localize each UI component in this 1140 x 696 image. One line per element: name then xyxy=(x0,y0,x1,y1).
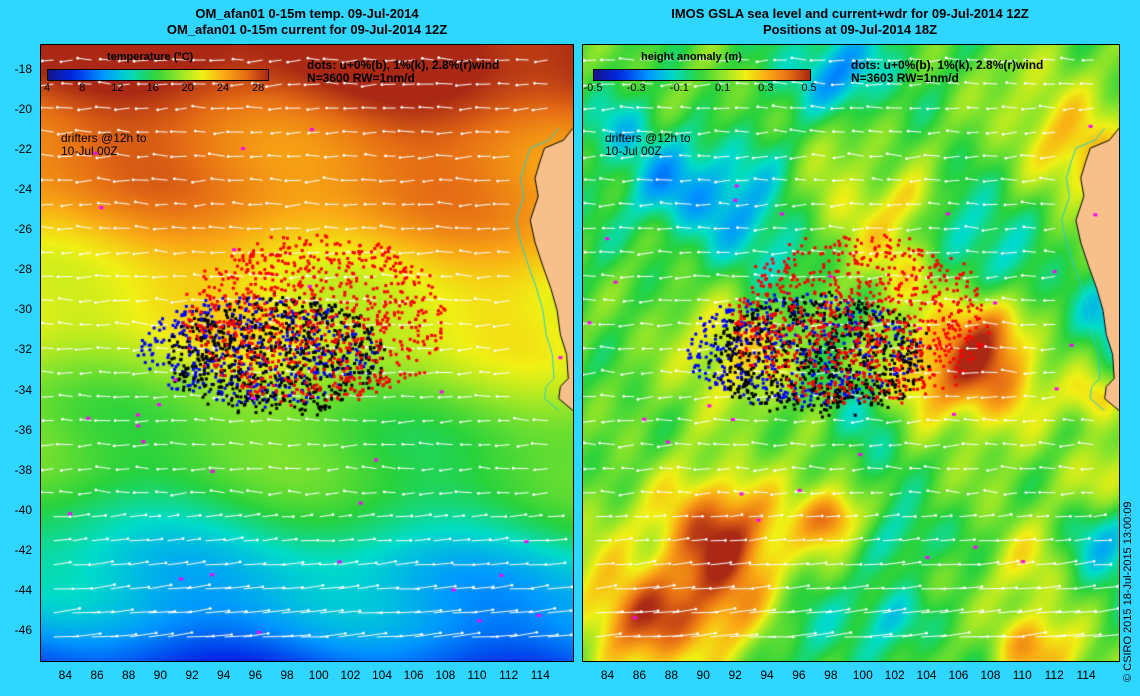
longitude-tick-label: 86 xyxy=(632,668,647,682)
colorbar-tick-label: -0.1 xyxy=(669,82,689,94)
longitude-tick-label: 104 xyxy=(916,668,937,682)
latitude-tick-label: -36 xyxy=(14,422,32,437)
colorbar-tick-label: 28 xyxy=(252,82,265,94)
latitude-tick-label: -24 xyxy=(14,182,32,197)
colorbar-tick-label: 20 xyxy=(181,82,194,94)
latitude-tick-label: -46 xyxy=(14,622,32,637)
left-colorbar xyxy=(47,69,269,81)
left-title: OM_afan01 0-15m temp. 09-Jul-2014 OM_afa… xyxy=(40,6,574,38)
longitude-tick-label: 112 xyxy=(499,668,519,682)
longitude-tick-label: 108 xyxy=(435,668,456,682)
right-dots-note: dots: u+0%(b), 1%(k), 2.8%(r)wind xyxy=(851,58,1044,72)
left-drifters-note-2: 10-Jul 00Z xyxy=(61,144,118,158)
latitude-tick-label: -28 xyxy=(14,262,32,277)
longitude-tick-label: 102 xyxy=(340,668,361,682)
latitude-tick-label: -32 xyxy=(14,342,32,357)
longitude-tick-label: 100 xyxy=(308,668,329,682)
left-temperature-field xyxy=(41,45,573,661)
longitude-tick-label: 96 xyxy=(792,668,806,682)
left-title-line1: OM_afan01 0-15m temp. 09-Jul-2014 xyxy=(195,6,419,21)
latitude-tick-label: -22 xyxy=(14,142,32,157)
longitude-tick-label: 104 xyxy=(371,668,393,682)
colorbar-tick-label: 24 xyxy=(216,82,230,94)
longitude-tick-label: 98 xyxy=(824,668,838,682)
latitude-tick-label: -18 xyxy=(14,62,32,77)
longitude-tick-label: 92 xyxy=(728,668,742,682)
left-title-line2: OM_afan01 0-15m current for 09-Jul-2014 … xyxy=(166,22,448,37)
left-drifters-note-1: drifters @12h to xyxy=(61,131,147,145)
longitude-tick-label: 84 xyxy=(58,668,72,682)
latitude-tick-label: -40 xyxy=(14,502,32,517)
latitude-tick-label: -26 xyxy=(14,222,32,237)
longitude-tick-label: 106 xyxy=(403,668,424,682)
right-drifters-note-1: drifters @12h to xyxy=(605,131,691,145)
latitude-tick-label: -20 xyxy=(14,102,32,117)
longitude-tick-label: 94 xyxy=(216,668,231,682)
right-stats: N=3603 RW=1nm/d xyxy=(851,71,959,85)
longitude-tick-label: 114 xyxy=(1076,668,1096,682)
left-colorbar-title: temperature (°C) xyxy=(107,51,194,63)
colorbar-tick-label: 0.5 xyxy=(801,82,817,94)
longitude-tick-label: 88 xyxy=(664,668,678,682)
longitude-tick-label: 110 xyxy=(467,668,487,682)
longitude-tick-label: 106 xyxy=(948,668,969,682)
right-title-line2: Positions at 09-Jul-2014 18Z xyxy=(762,22,938,37)
longitude-tick-label: 90 xyxy=(153,668,167,682)
colorbar-tick-label: 0.1 xyxy=(714,82,731,94)
longitude-tick-label: 88 xyxy=(121,668,136,682)
colorbar-tick-label: 8 xyxy=(79,82,86,94)
right-sea-level-field xyxy=(583,45,1119,661)
left-stats: N=3600 RW=1nm/d xyxy=(307,71,415,85)
colorbar-tick-label: 4 xyxy=(43,82,51,94)
copyright-credit: © CSIRO 2015 18-Jul-2015 13:00:09 xyxy=(1122,501,1134,682)
longitude-tick-label: 112 xyxy=(1044,668,1064,682)
colorbar-tick-label: -0.5 xyxy=(583,82,603,94)
longitude-tick-label: 110 xyxy=(1012,668,1032,682)
left-dots-note: dots: u+0%(b), 1%(k), 2.8%(r)wind xyxy=(307,58,500,72)
colorbar-tick-label: 16 xyxy=(146,82,159,94)
longitude-tick-label: 90 xyxy=(696,668,710,682)
right-map-panel: height anomaly (m) dots: u+0%(b), 1%(k),… xyxy=(582,44,1120,662)
latitude-tick-label: -30 xyxy=(14,302,32,317)
latitude-tick-label: -44 xyxy=(14,582,32,597)
longitude-tick-label: 92 xyxy=(185,668,199,682)
right-title-line1: IMOS GSLA sea level and current+wdr for … xyxy=(671,6,1029,21)
right-drifters-note-2: 10-Jul 00Z xyxy=(605,144,662,158)
colorbar-tick-label: 0.3 xyxy=(758,82,774,94)
longitude-tick-label: 114 xyxy=(530,668,550,682)
right-colorbar-title: height anomaly (m) xyxy=(641,51,742,63)
latitude-tick-label: -38 xyxy=(14,462,32,477)
longitude-tick-label: 84 xyxy=(600,668,615,682)
colorbar-tick-label: -0.3 xyxy=(626,82,646,94)
longitude-tick-label: 102 xyxy=(884,668,905,682)
longitude-tick-label: 86 xyxy=(90,668,104,682)
left-map-panel: temperature (°C) dots: u+0%(b), 1%(k), 2… xyxy=(40,44,574,662)
longitude-tick-label: 94 xyxy=(760,668,774,682)
longitude-tick-label: 100 xyxy=(852,668,873,682)
latitude-tick-label: -34 xyxy=(14,382,32,397)
colorbar-tick-label: 12 xyxy=(111,82,124,94)
longitude-tick-label: 108 xyxy=(980,668,1001,682)
longitude-tick-label: 96 xyxy=(248,668,262,682)
longitude-tick-label: 98 xyxy=(280,668,294,682)
latitude-tick-label: -42 xyxy=(14,542,32,557)
right-colorbar xyxy=(593,69,811,81)
right-title: IMOS GSLA sea level and current+wdr for … xyxy=(582,6,1118,38)
